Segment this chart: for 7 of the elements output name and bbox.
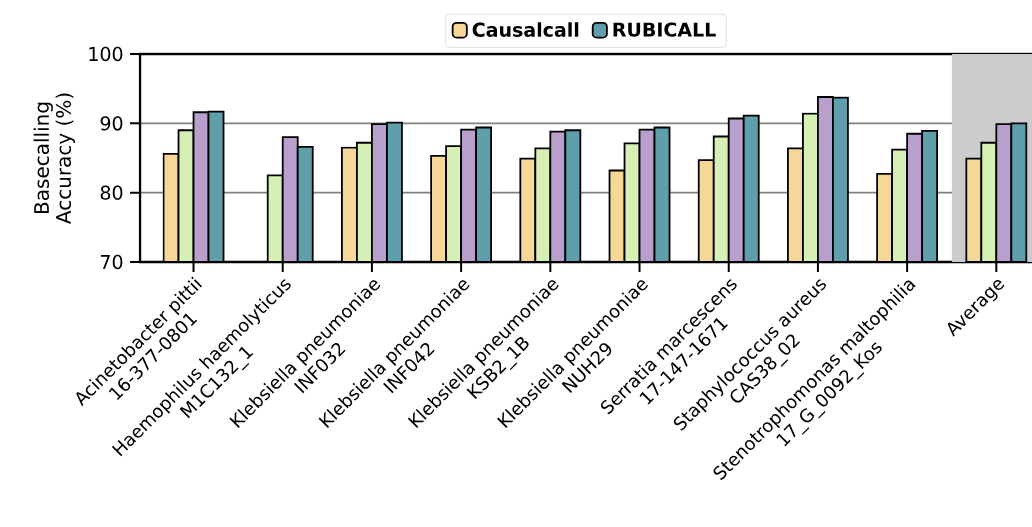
y-tick-label: 80 [100, 185, 123, 200]
y-axis-title: Basecalling Accuracy (%) [33, 93, 75, 224]
y-tick-label: 90 [100, 116, 123, 131]
y-tick-label: 70 [101, 254, 123, 270]
legend-label: Causalcall [472, 22, 579, 37]
y-tick-label: 100 [89, 46, 123, 62]
legend-label: RUBICALL [613, 22, 716, 37]
